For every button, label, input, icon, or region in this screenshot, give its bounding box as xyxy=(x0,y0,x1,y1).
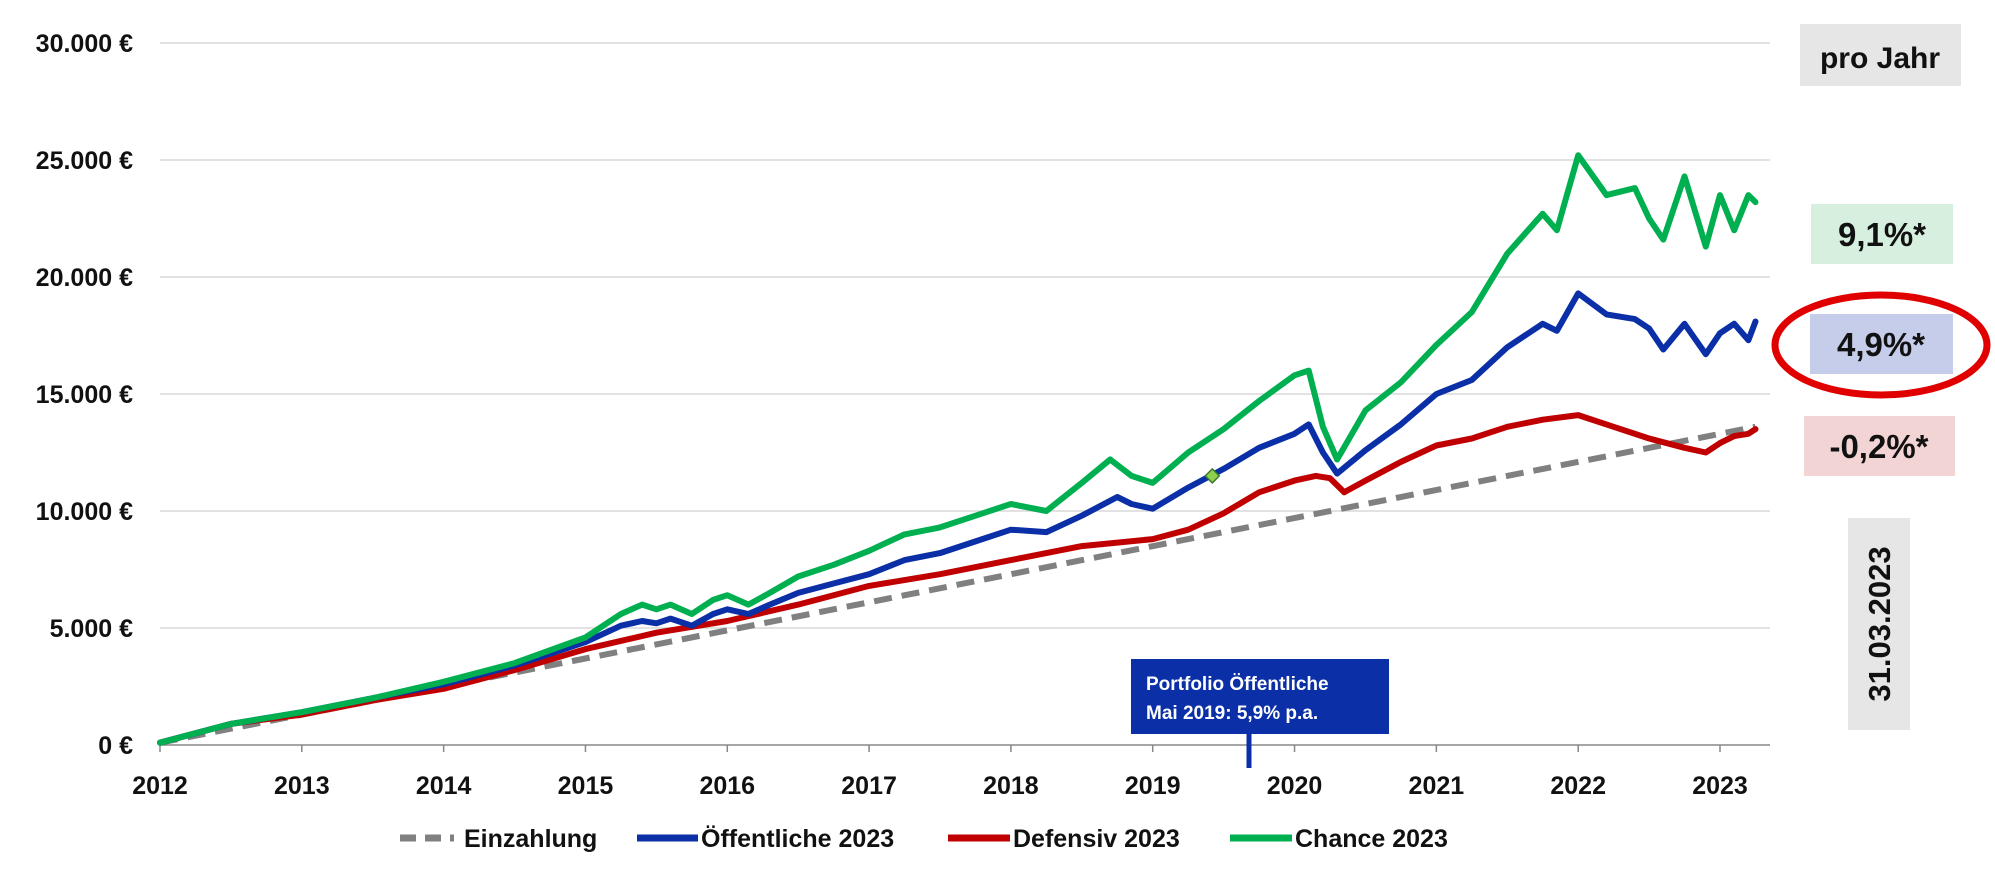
y-tick-label: 5.000 € xyxy=(50,615,134,643)
legend-label-defensiv: Defensiv 2023 xyxy=(1013,825,1180,853)
annotation-marker xyxy=(1204,467,1221,484)
y-tick-label: 25.000 € xyxy=(36,147,133,175)
return-defensiv: -0,2%* xyxy=(1829,428,1928,465)
y-tick-label: 10.000 € xyxy=(36,498,133,526)
return-box-chance xyxy=(1811,204,1953,264)
callout-line-1: Portfolio Öffentliche xyxy=(1146,674,1329,695)
legend-label-chance: Chance 2023 xyxy=(1295,825,1448,853)
gridlines xyxy=(160,42,1770,629)
return-chance: 9,1%* xyxy=(1838,216,1926,253)
y-tick-label: 15.000 € xyxy=(36,381,133,409)
y-tick-label: 20.000 € xyxy=(36,264,133,292)
side-panel: pro Jahr 9,1%* 4,9%* -0,2%* 31.03.2023 xyxy=(1771,24,1991,730)
x-tick-label: 2018 xyxy=(983,772,1039,800)
y-axis: 0 € 5.000 € 10.000 € 15.000 € 20.000 € 25.000… xyxy=(36,30,133,760)
x-tick-label: 2020 xyxy=(1267,772,1323,800)
series-line-defensiv xyxy=(157,412,1759,746)
x-tick-label: 2014 xyxy=(416,772,472,800)
return-oeffentliche: 4,9%* xyxy=(1837,326,1925,363)
annotation-callout: Portfolio Öffentliche Mai 2019: 5,9% p.a… xyxy=(1131,659,1389,768)
return-box-oeffentliche xyxy=(1810,314,1953,374)
x-axis: 2012 2013 2014 2015 2016 2017 2018 2019 2020 2021… xyxy=(132,744,1770,800)
x-tick-label: 2012 xyxy=(132,772,188,800)
return-box-defensiv xyxy=(1804,416,1955,476)
highlight-circle xyxy=(1771,291,1991,399)
x-tick-label: 2023 xyxy=(1692,772,1748,800)
series-lines xyxy=(157,152,1759,746)
callout-line-2: Mai 2019: 5,9% p.a. xyxy=(1146,703,1318,724)
legend-label-oeffentliche: Öffentliche 2023 xyxy=(701,824,894,853)
x-tick-label: 2015 xyxy=(558,772,614,800)
y-tick-label: 0 € xyxy=(98,732,133,760)
callout-box xyxy=(1131,659,1389,734)
date-label: 31.03.2023 xyxy=(1862,546,1897,701)
series-line-oeffentliche xyxy=(157,290,1759,746)
x-tick-label: 2013 xyxy=(274,772,330,800)
per-year-box xyxy=(1800,24,1961,86)
y-tick-label: 30.000 € xyxy=(36,30,133,58)
x-tick-label: 2017 xyxy=(841,772,897,800)
series-line-einzahlung xyxy=(159,423,1757,746)
markers xyxy=(1204,467,1221,484)
per-year-label: pro Jahr xyxy=(1820,42,1940,75)
legend-label-einzahlung: Einzahlung xyxy=(464,825,597,853)
series-line-chance xyxy=(157,152,1759,746)
x-tick-label: 2019 xyxy=(1125,772,1181,800)
date-box xyxy=(1848,518,1910,730)
x-tick-label: 2016 xyxy=(699,772,755,800)
legend: Einzahlung Öffentliche 2023 Defensiv 202… xyxy=(400,824,1448,853)
x-tick-label: 2022 xyxy=(1550,772,1606,800)
x-tick-label: 2021 xyxy=(1409,772,1465,800)
